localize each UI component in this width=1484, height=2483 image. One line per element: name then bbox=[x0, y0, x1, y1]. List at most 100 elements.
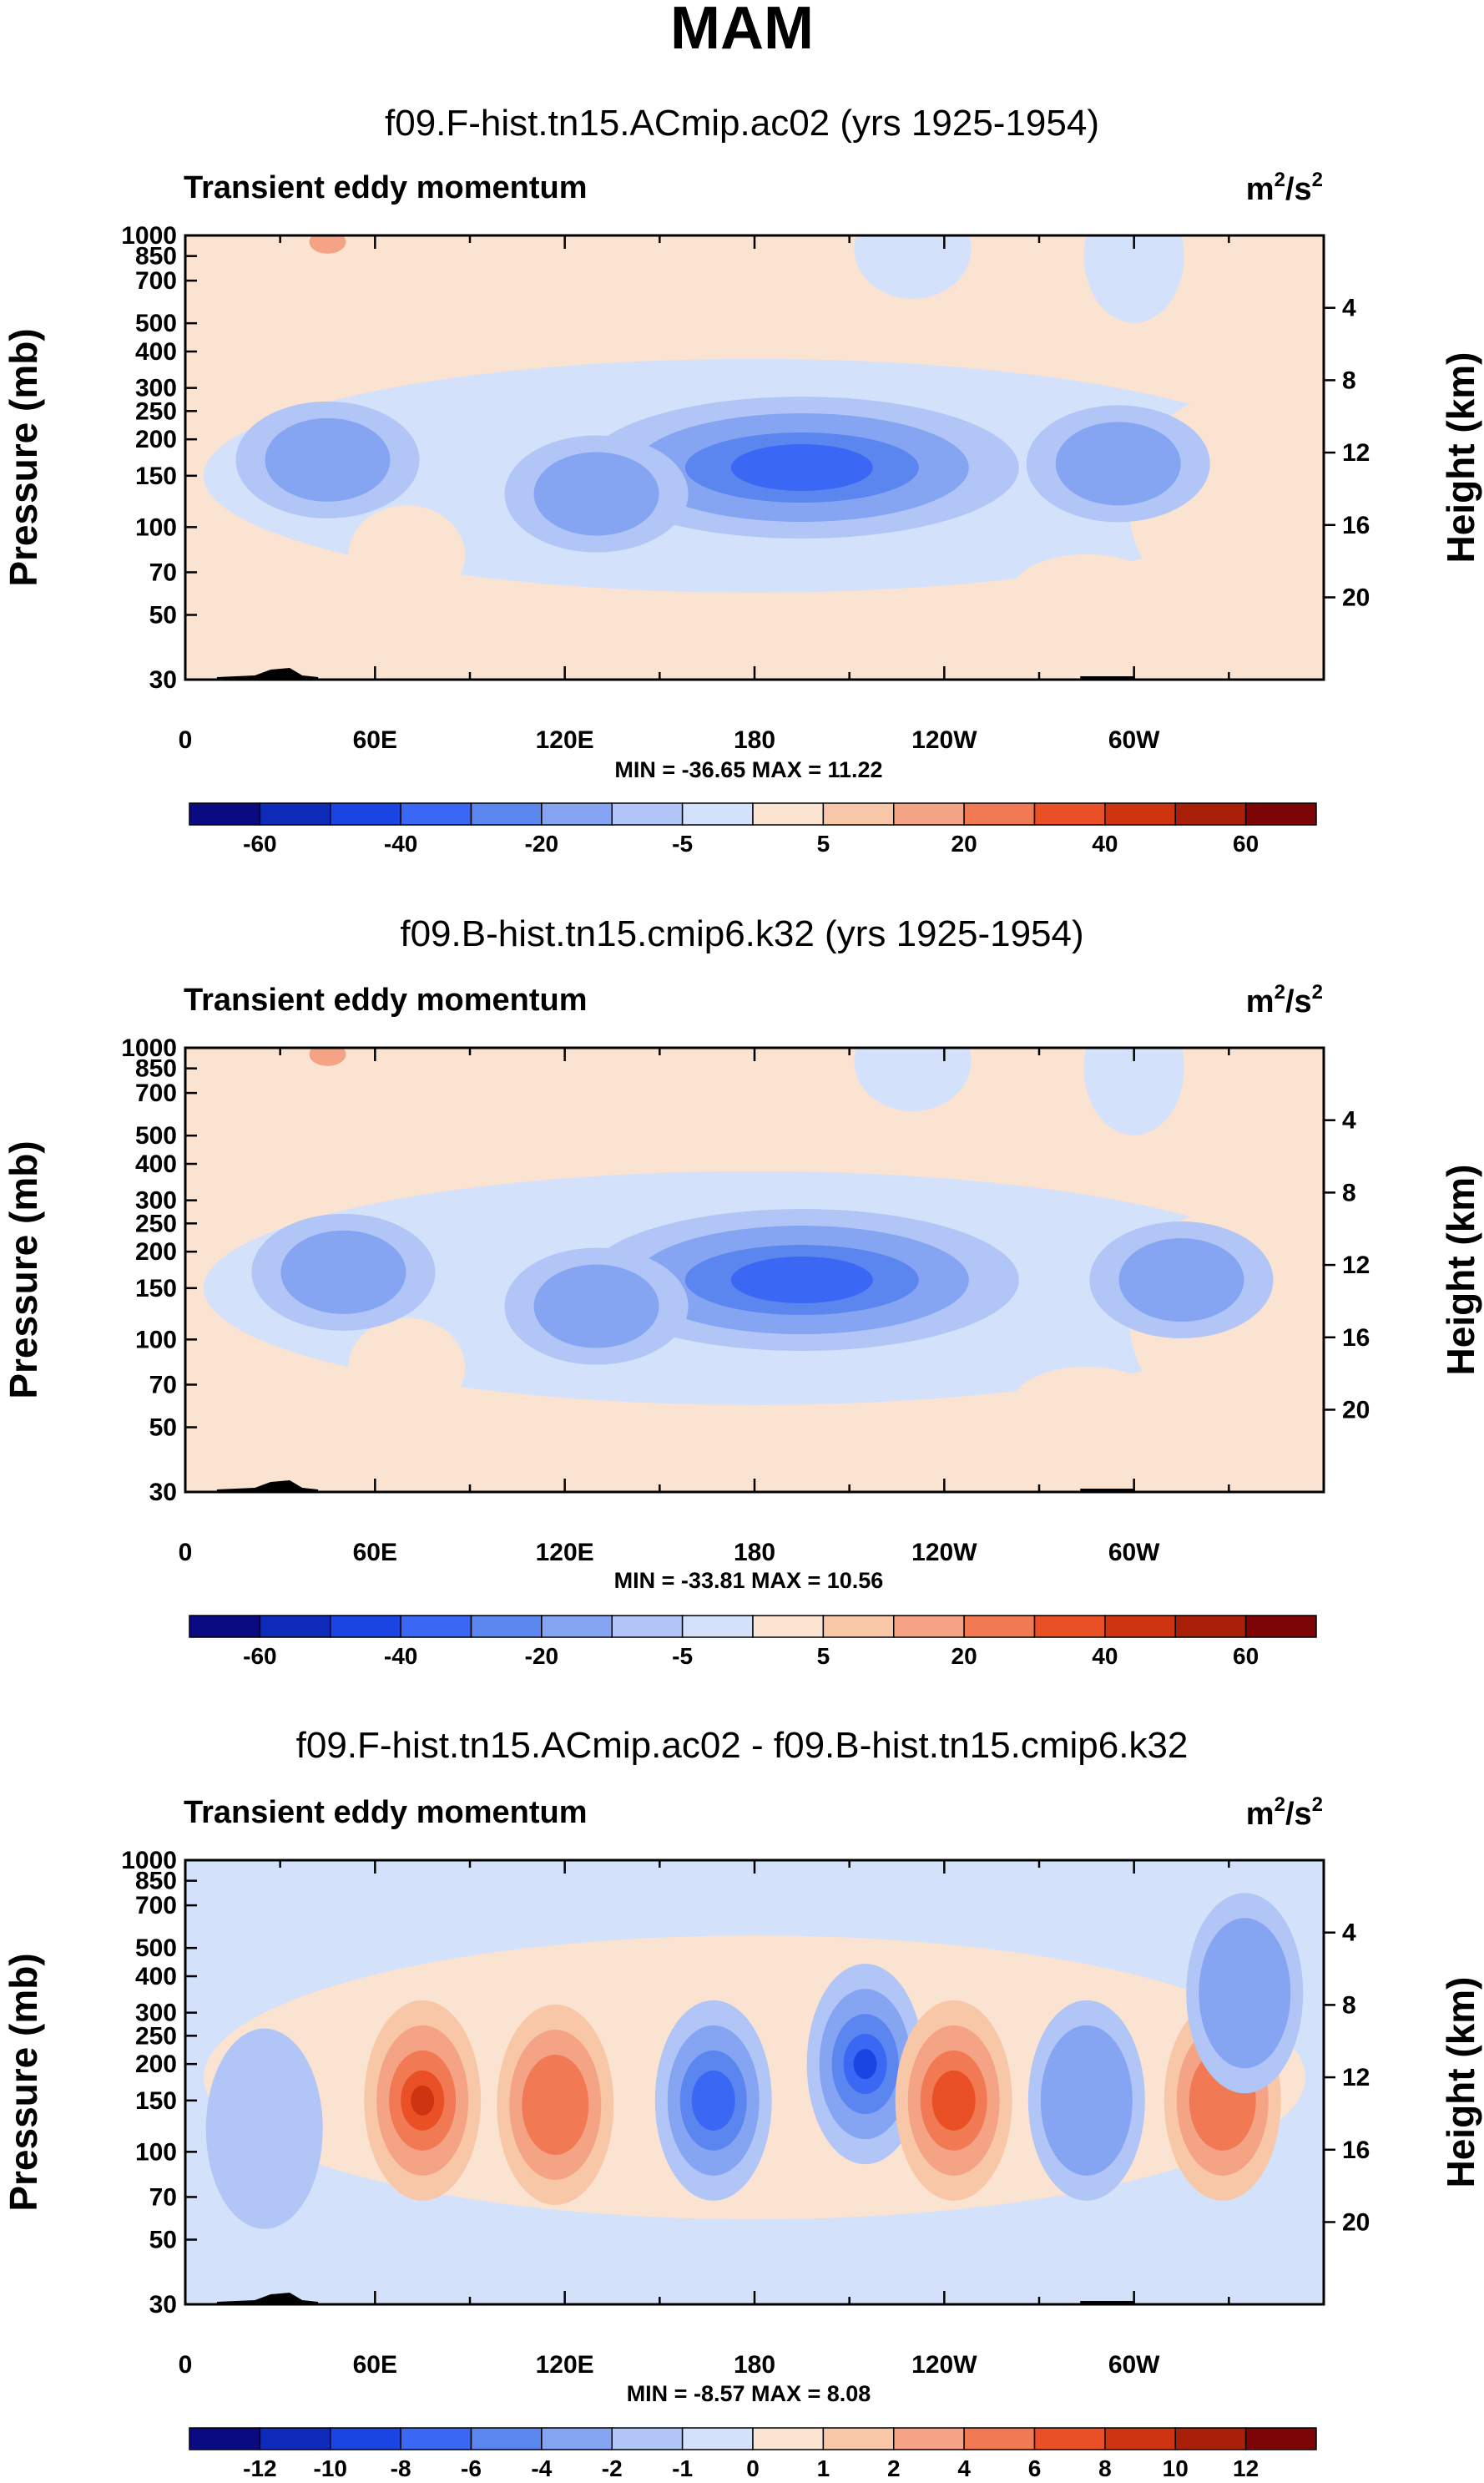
min-max-readout: MIN = -33.81 MAX = 10.56 bbox=[614, 1568, 884, 1593]
topography-asia bbox=[216, 668, 319, 680]
y-tick-label: 70 bbox=[149, 559, 177, 586]
colorbar-label: 60 bbox=[1233, 1643, 1259, 1669]
y-axis-label: Pressure (mb) bbox=[2, 1953, 45, 2211]
y-tick-label: 100 bbox=[135, 2138, 177, 2166]
colorbar-box bbox=[681, 2427, 754, 2450]
contour-positive-patch bbox=[309, 235, 346, 254]
y-tick-label: 150 bbox=[135, 1275, 177, 1302]
y-tick-label: 500 bbox=[135, 310, 177, 337]
colorbar-box bbox=[681, 802, 754, 826]
chart-panel-3: f09.F-hist.tn15.ACmip.ac02 - f09.B-hist.… bbox=[2, 1725, 1482, 2481]
y-tick-label: 400 bbox=[135, 338, 177, 366]
x-tick-label: 60E bbox=[353, 2351, 397, 2379]
y-tick-label: 850 bbox=[135, 243, 177, 271]
panel-units: m2/s2 bbox=[1246, 981, 1323, 1019]
y-right-tick-label: 4 bbox=[1342, 295, 1356, 322]
units-sup: 2 bbox=[1275, 169, 1285, 191]
y-right-tick-label: 16 bbox=[1342, 2137, 1370, 2164]
y-tick-label: 70 bbox=[149, 1371, 177, 1398]
y-tick-label: 300 bbox=[135, 1187, 177, 1215]
topography-asia bbox=[216, 1480, 319, 1492]
colorbar-box bbox=[541, 802, 613, 826]
contour-inner-region bbox=[522, 2054, 589, 2155]
y-tick-label: 30 bbox=[149, 666, 177, 694]
colorbar-box bbox=[259, 1615, 331, 1638]
units-sup: 2 bbox=[1275, 981, 1285, 1004]
y-tick-label: 1000 bbox=[121, 1034, 177, 1062]
colorbar-box bbox=[963, 802, 1036, 826]
colorbar-box bbox=[1033, 2427, 1106, 2450]
y-right-axis-label: Height (km) bbox=[1439, 1165, 1482, 1376]
colorbar-label: -60 bbox=[243, 831, 276, 857]
panel-field-label: Transient eddy momentum bbox=[184, 983, 588, 1018]
x-tick-label: 60E bbox=[353, 1539, 397, 1566]
colorbar-box bbox=[1104, 802, 1176, 826]
y-tick-label: 150 bbox=[135, 463, 177, 490]
y-tick-label: 200 bbox=[135, 2051, 177, 2078]
colorbar-box bbox=[822, 2427, 895, 2450]
colorbar-label: 40 bbox=[1092, 831, 1118, 857]
x-tick-label: 60W bbox=[1108, 2351, 1160, 2379]
colorbar-label: 6 bbox=[1028, 2455, 1042, 2481]
chart-panel-1: f09.F-hist.tn15.ACmip.ac02 (yrs 1925-195… bbox=[2, 103, 1482, 857]
colorbar-box bbox=[893, 2427, 965, 2450]
units-mid: /s bbox=[1285, 1797, 1312, 1832]
contour-inner-region bbox=[1040, 2025, 1133, 2176]
y-right-tick-label: 20 bbox=[1342, 1396, 1370, 1424]
contour-core bbox=[853, 2049, 877, 2080]
colorbar-label: -20 bbox=[525, 1643, 558, 1669]
colorbar: -60 -40 -20 -5 5 20 40 60 bbox=[189, 1615, 1317, 1669]
y-tick-label: 700 bbox=[135, 1892, 177, 1919]
colorbar-label: -40 bbox=[384, 831, 417, 857]
y-tick-label: 50 bbox=[149, 1413, 177, 1441]
colorbar-box bbox=[822, 1615, 895, 1638]
colorbar-box bbox=[1104, 2427, 1176, 2450]
colorbar-box bbox=[1033, 802, 1106, 826]
colorbar-box bbox=[963, 1615, 1036, 1638]
colorbar-box bbox=[681, 1615, 754, 1638]
panel-field-label: Transient eddy momentum bbox=[184, 1795, 588, 1830]
colorbar-box bbox=[189, 802, 261, 826]
topography-andes bbox=[1080, 676, 1134, 680]
y-right-tick-label: 12 bbox=[1342, 2064, 1370, 2091]
contour-weak-positive-patch bbox=[348, 1317, 466, 1418]
x-tick-label: 180 bbox=[734, 2351, 775, 2379]
colorbar-box bbox=[822, 802, 895, 826]
colorbar-box bbox=[963, 2427, 1036, 2450]
units-mid: /s bbox=[1285, 172, 1312, 207]
contour-field bbox=[185, 1860, 1324, 2304]
colorbar-label: 20 bbox=[951, 1643, 977, 1669]
y-tick-label: 700 bbox=[135, 267, 177, 295]
colorbar-box bbox=[189, 1615, 261, 1638]
colorbar-box bbox=[611, 1615, 684, 1638]
y-tick-label: 500 bbox=[135, 1934, 177, 1962]
y-tick-label: 850 bbox=[135, 1055, 177, 1083]
y-tick-label: 30 bbox=[149, 2291, 177, 2319]
y-tick-label: 1000 bbox=[121, 222, 177, 250]
colorbar-label: 10 bbox=[1163, 2455, 1189, 2481]
colorbar-label: -8 bbox=[391, 2455, 411, 2481]
colorbar-box bbox=[400, 1615, 472, 1638]
contour-field bbox=[185, 1048, 1324, 1492]
y-tick-label: 400 bbox=[135, 1963, 177, 1990]
colorbar-box bbox=[400, 2427, 472, 2450]
contour-weak-negative-patch bbox=[1083, 235, 1184, 323]
y-tick-label: 50 bbox=[149, 2226, 177, 2253]
x-tick-label: 0 bbox=[179, 2351, 193, 2379]
contour-negative-region bbox=[533, 452, 659, 536]
y-right-tick-label: 20 bbox=[1342, 584, 1370, 611]
x-tick-label: 180 bbox=[734, 726, 775, 754]
y-right-axis-label: Height (km) bbox=[1439, 352, 1482, 564]
units-sup: 2 bbox=[1312, 981, 1323, 1004]
y-right-tick-label: 12 bbox=[1342, 439, 1370, 467]
x-tick-label: 120E bbox=[536, 2351, 594, 2379]
colorbar-box bbox=[330, 2427, 401, 2450]
contour-negative-region bbox=[1118, 1238, 1244, 1322]
colorbar-box bbox=[541, 1615, 613, 1638]
contour-weak-negative-patch bbox=[1083, 1048, 1184, 1135]
colorbar-label: 0 bbox=[746, 2455, 760, 2481]
contour-weak-positive-patch bbox=[1011, 554, 1162, 630]
colorbar-box bbox=[1244, 802, 1317, 826]
colorbar-label: -20 bbox=[525, 831, 558, 857]
